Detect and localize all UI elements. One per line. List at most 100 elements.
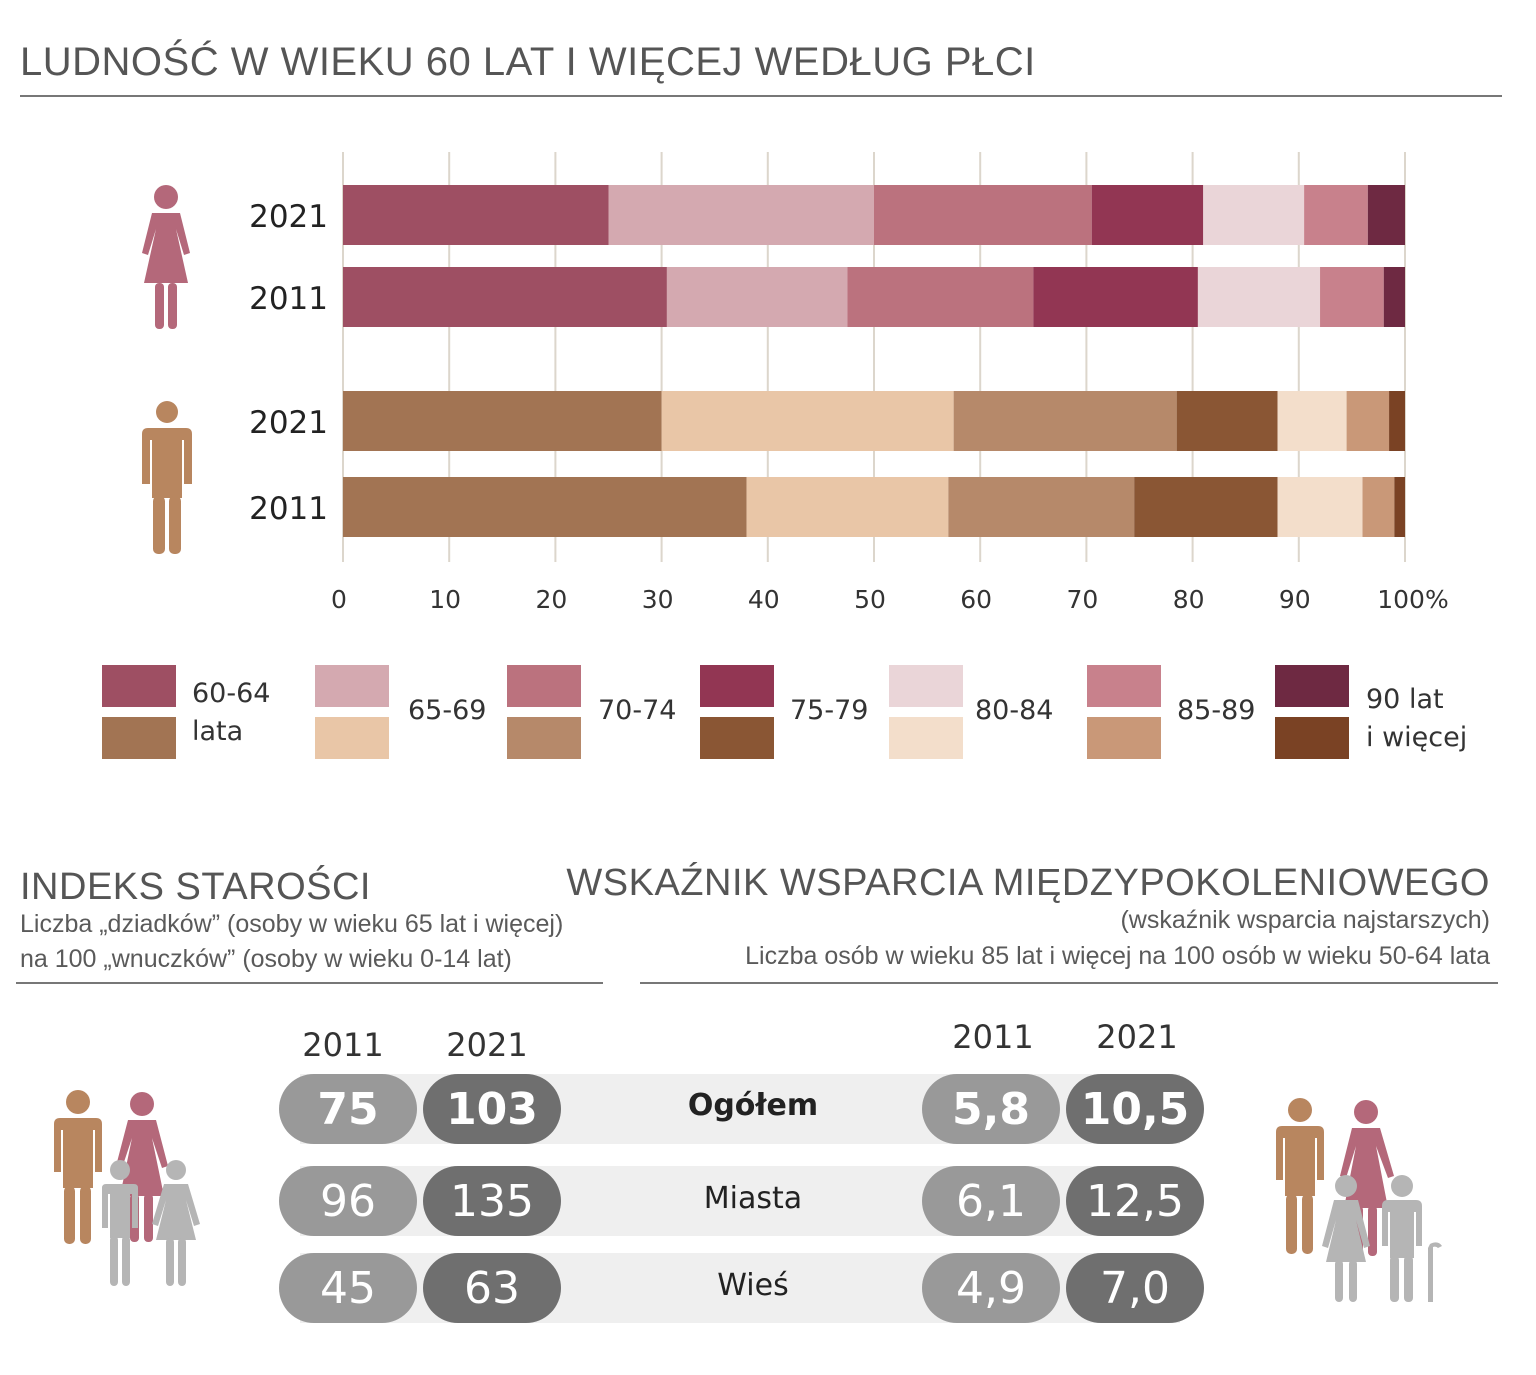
x-tick-label: 20	[535, 585, 567, 614]
x-tick-label: 80	[1173, 585, 1205, 614]
left-section-rule	[16, 982, 603, 984]
bar-segment	[666, 267, 848, 327]
legend-swatch-female-60-64	[102, 665, 176, 707]
bar-segment	[1367, 185, 1405, 245]
bar-segment	[608, 185, 874, 245]
wskaznik-year-2011: 2011	[952, 1018, 1034, 1056]
legend-label-65-69: 65-69	[408, 695, 487, 726]
bar-segment	[1091, 185, 1204, 245]
legend-label-60-64: 60-64	[192, 678, 271, 709]
x-tick-label: 30	[642, 585, 674, 614]
right-section-rule	[640, 982, 1498, 984]
title-rule	[20, 95, 1502, 97]
indeks-2021-ogolem: 103	[423, 1074, 561, 1144]
legend-label-i-wiecej: i więcej	[1366, 722, 1468, 753]
bar-segment	[1134, 477, 1278, 537]
bar-segment	[953, 391, 1177, 451]
indeks-2021-wies: 63	[423, 1253, 561, 1323]
bar-segment	[343, 267, 667, 327]
legend-label-85-89: 85-89	[1177, 695, 1256, 726]
indeks-2011-miasta: 96	[279, 1166, 417, 1236]
legend-swatch-male-60-64	[102, 717, 176, 759]
indeks-year-2021: 2021	[446, 1026, 528, 1064]
wskaznik-2011-wies: 4,9	[922, 1253, 1060, 1323]
bar-segment	[343, 477, 747, 537]
legend-swatch-male-85-89	[1087, 717, 1161, 759]
male-icon	[142, 401, 192, 554]
bar-segment	[1389, 391, 1405, 451]
legend-swatch-female-80-84	[889, 665, 963, 707]
bar-segment	[847, 267, 1034, 327]
bar-segment	[1197, 267, 1321, 327]
legend-swatch-male-90-plus	[1275, 717, 1349, 759]
legend-label-lata: lata	[192, 716, 244, 747]
wskaznik-wsparcia-subtitle-2: Liczba osób w wieku 85 lat i więcej na 1…	[745, 942, 1490, 970]
bar-segment	[948, 477, 1135, 537]
indeks-2011-wies: 45	[279, 1253, 417, 1323]
legend-swatch-female-85-89	[1087, 665, 1161, 707]
x-tick-label: 90	[1279, 585, 1311, 614]
wskaznik-wsparcia-subtitle-1: (wskaźnik wsparcia najstarszych)	[1120, 906, 1490, 934]
family-left-icon	[54, 1090, 200, 1286]
bar-segment	[343, 185, 609, 245]
bar-segment	[746, 477, 949, 537]
wskaznik-year-2021: 2021	[1096, 1018, 1178, 1056]
bar-segment	[1362, 477, 1395, 537]
bar-segment	[1383, 267, 1405, 327]
wskaznik-2011-ogolem: 5,8	[922, 1074, 1060, 1144]
legend-label-90-lat: 90 lat	[1366, 684, 1444, 715]
bar-segment	[1033, 267, 1198, 327]
x-tick-label: 100%	[1377, 585, 1448, 614]
indeks-starosci-subtitle-1: Liczba „dziadków” (osoby w wieku 65 lat …	[20, 910, 564, 938]
legend-swatch-male-65-69	[315, 717, 389, 759]
wskaznik-wsparcia-title: WSKAŹNIK WSPARCIA MIĘDZYPOKOLENIOWEGO	[566, 862, 1490, 904]
legend-swatch-female-75-79	[700, 665, 774, 707]
y-category-label: 2011	[249, 281, 328, 317]
y-category-label: 2021	[249, 199, 328, 235]
bar-segment	[1394, 477, 1405, 537]
row-label-wies: Wieś	[717, 1268, 789, 1303]
legend-label-75-79: 75-79	[790, 695, 869, 726]
x-tick-label: 70	[1066, 585, 1098, 614]
legend-swatch-male-75-79	[700, 717, 774, 759]
wskaznik-2021-wies: 7,0	[1066, 1253, 1204, 1323]
wskaznik-2021-ogolem: 10,5	[1066, 1074, 1204, 1144]
indeks-year-2011: 2011	[302, 1026, 384, 1064]
bar-segment	[661, 391, 954, 451]
x-tick-label: 0	[331, 585, 347, 614]
indeks-starosci-title: INDEKS STAROŚCI	[20, 866, 371, 908]
legend-swatch-female-70-74	[507, 665, 581, 707]
x-tick-label: 60	[960, 585, 992, 614]
bar-segment	[1320, 267, 1384, 327]
legend-label-80-84: 80-84	[975, 695, 1054, 726]
bar-segment	[1277, 391, 1347, 451]
wskaznik-2021-miasta: 12,5	[1066, 1166, 1204, 1236]
row-label-miasta: Miasta	[703, 1181, 803, 1216]
bar-segment	[343, 391, 662, 451]
row-label-ogolem: Ogółem	[687, 1088, 819, 1123]
family-right-icon	[1276, 1098, 1442, 1302]
legend-swatch-male-80-84	[889, 717, 963, 759]
legend-swatch-female-65-69	[315, 665, 389, 707]
x-tick-label: 40	[748, 585, 780, 614]
bar-segment	[1277, 477, 1363, 537]
legend-label-70-74: 70-74	[598, 695, 677, 726]
bar-segment	[1203, 185, 1305, 245]
indeks-2011-ogolem: 75	[279, 1074, 417, 1144]
indeks-starosci-subtitle-2: na 100 „wnuczków” (osoby w wieku 0-14 la…	[20, 945, 512, 973]
chart-title: LUDNOŚĆ W WIEKU 60 LAT I WIĘCEJ WEDŁUG P…	[20, 40, 1036, 84]
bar-segment	[1176, 391, 1278, 451]
y-category-label: 2011	[249, 491, 328, 527]
wskaznik-2011-miasta: 6,1	[922, 1166, 1060, 1236]
stacked-bar-chart: 2021 2011 2021 2011 0 10 20 30 40 50 60 70 80 90 100%	[249, 152, 1449, 614]
bar-segment	[874, 185, 1092, 245]
y-category-label: 2021	[249, 405, 328, 441]
legend-swatch-male-70-74	[507, 717, 581, 759]
legend-swatch-female-90-plus	[1275, 665, 1349, 707]
x-tick-label: 10	[429, 585, 461, 614]
bar-segment	[1304, 185, 1368, 245]
x-tick-label: 50	[854, 585, 886, 614]
bar-segment	[1346, 391, 1390, 451]
indeks-2021-miasta: 135	[423, 1166, 561, 1236]
female-icon	[142, 185, 190, 329]
